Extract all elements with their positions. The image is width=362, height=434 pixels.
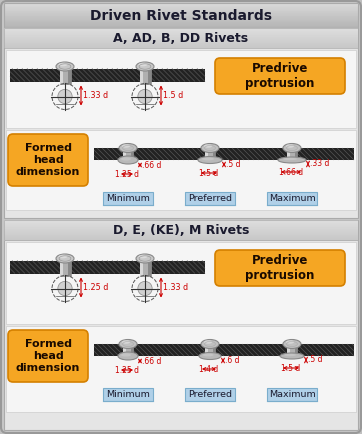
Bar — [139, 259, 143, 276]
Ellipse shape — [136, 62, 154, 71]
Bar — [4, 33, 358, 34]
Bar — [4, 223, 358, 224]
Text: .66 d: .66 d — [142, 161, 161, 170]
Ellipse shape — [118, 156, 138, 164]
Text: 1.33 d: 1.33 d — [163, 283, 188, 292]
Bar — [4, 35, 358, 36]
Bar — [4, 13, 358, 14]
Bar — [59, 66, 71, 83]
Bar — [4, 231, 358, 233]
Text: Preferred: Preferred — [188, 194, 232, 203]
Bar — [205, 148, 215, 160]
Bar — [123, 344, 126, 356]
Bar — [123, 148, 133, 160]
Bar — [4, 24, 358, 25]
Bar — [59, 66, 63, 83]
Bar — [4, 37, 358, 39]
Bar — [4, 17, 358, 19]
Bar — [4, 27, 358, 29]
Bar — [4, 220, 358, 221]
Bar — [6, 130, 356, 210]
Bar — [4, 23, 358, 24]
Ellipse shape — [199, 352, 221, 359]
Text: A, AD, B, DD Rivets: A, AD, B, DD Rivets — [113, 32, 249, 45]
Bar — [4, 225, 358, 227]
Ellipse shape — [59, 255, 67, 258]
Bar — [4, 225, 358, 226]
Text: Predrive
protrusion: Predrive protrusion — [245, 62, 315, 90]
Bar — [4, 39, 358, 40]
Bar — [4, 10, 358, 12]
Bar — [4, 3, 358, 4]
Bar — [4, 41, 358, 42]
Bar — [4, 31, 358, 33]
Bar — [10, 69, 205, 82]
Bar — [4, 28, 358, 48]
Bar — [123, 148, 126, 160]
Text: Formed
head
dimension: Formed head dimension — [16, 339, 80, 373]
Text: 1.33 d: 1.33 d — [83, 91, 108, 100]
Bar — [4, 221, 358, 223]
Text: 1.5 d: 1.5 d — [281, 364, 300, 373]
Bar — [4, 235, 358, 236]
Bar — [4, 235, 358, 237]
Text: Formed
head
dimension: Formed head dimension — [16, 143, 80, 177]
Ellipse shape — [280, 353, 304, 359]
Bar — [205, 148, 208, 160]
Bar — [4, 28, 358, 29]
Bar — [68, 66, 71, 83]
Text: .66 d: .66 d — [142, 356, 161, 365]
Bar — [287, 148, 290, 160]
Bar — [4, 43, 358, 44]
Ellipse shape — [118, 352, 138, 360]
Bar — [4, 3, 358, 28]
Bar — [4, 239, 358, 240]
Bar — [4, 228, 358, 229]
Ellipse shape — [56, 254, 74, 263]
Circle shape — [58, 281, 72, 296]
Bar — [4, 222, 358, 223]
Bar — [4, 230, 358, 232]
Bar — [4, 22, 358, 23]
Bar — [94, 344, 354, 356]
Bar — [4, 47, 358, 48]
Ellipse shape — [283, 158, 297, 160]
Bar — [4, 16, 358, 17]
Ellipse shape — [121, 158, 131, 161]
Text: Preferred: Preferred — [188, 390, 232, 399]
Bar — [4, 36, 358, 38]
Bar — [4, 31, 358, 32]
Bar — [4, 47, 358, 49]
Text: .33 d: .33 d — [310, 160, 329, 168]
Text: 1.25 d: 1.25 d — [115, 366, 139, 375]
Bar — [4, 19, 358, 20]
Bar — [4, 5, 358, 6]
Bar — [4, 30, 358, 31]
Text: 1.5 d: 1.5 d — [163, 91, 183, 100]
Bar — [6, 242, 356, 324]
Bar — [4, 34, 358, 35]
Bar — [295, 344, 297, 356]
Ellipse shape — [56, 62, 74, 71]
Bar — [4, 233, 358, 234]
Text: Minimum: Minimum — [106, 194, 150, 203]
Bar — [4, 230, 358, 231]
Bar — [4, 26, 358, 27]
Bar — [4, 21, 358, 23]
Bar — [4, 226, 358, 227]
Ellipse shape — [119, 144, 137, 152]
Bar — [4, 20, 358, 21]
Bar — [103, 388, 153, 401]
Text: 1.4 d: 1.4 d — [199, 365, 219, 374]
Bar — [205, 344, 208, 356]
Bar — [4, 40, 358, 41]
Bar — [4, 14, 358, 15]
Bar — [123, 344, 133, 356]
Ellipse shape — [59, 62, 67, 66]
Bar — [213, 148, 215, 160]
Bar — [4, 7, 358, 9]
Bar — [185, 388, 235, 401]
Ellipse shape — [198, 157, 222, 164]
Ellipse shape — [119, 339, 137, 349]
